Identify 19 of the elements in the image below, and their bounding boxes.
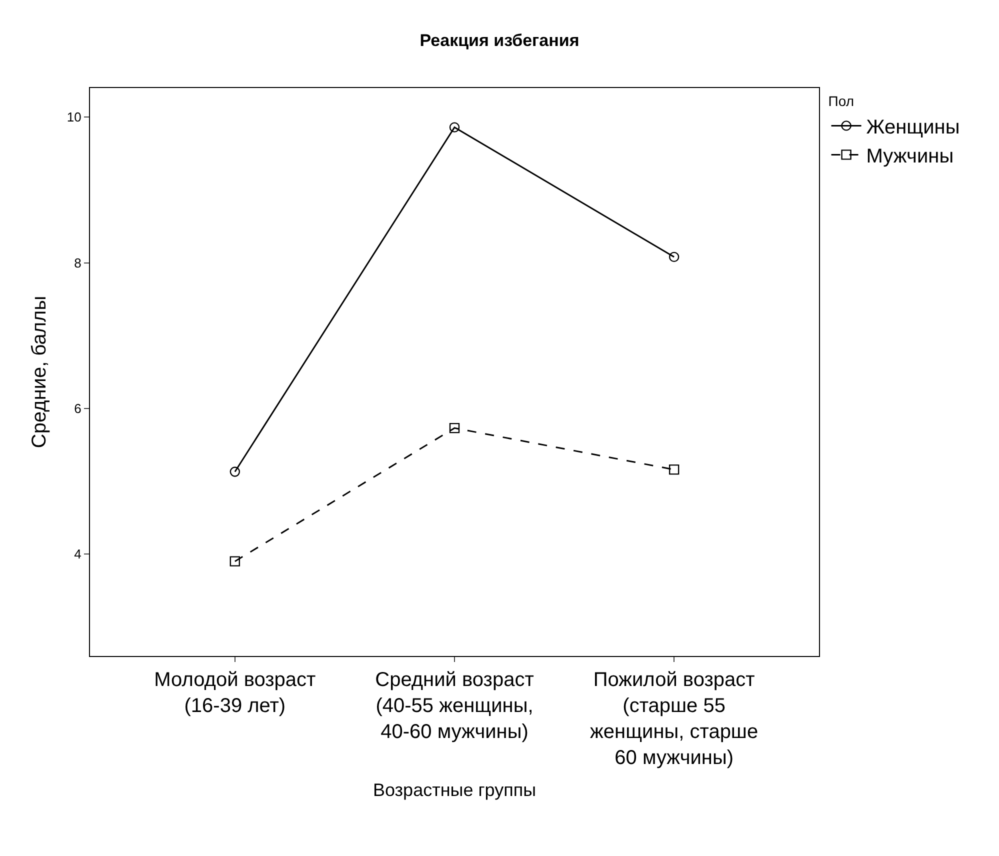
point <box>449 422 460 434</box>
y-tick-label: 10 <box>66 110 82 125</box>
x-tick-label: Молодой возраст (16-39 лет) <box>154 669 316 717</box>
y-tick-label: 6 <box>74 400 82 416</box>
y-tick-label: 8 <box>74 255 82 270</box>
legend-label: Женщины <box>866 116 960 138</box>
y-axis-title: Средние, баллы <box>28 296 50 448</box>
point <box>449 122 460 132</box>
point <box>668 464 680 475</box>
point <box>230 466 240 477</box>
point <box>668 252 680 262</box>
y-tick-label: 4 <box>74 546 82 562</box>
legend-label: Мужчины <box>866 146 954 168</box>
legend-title: Пол <box>828 93 854 110</box>
x-axis-title: Возрастные группы <box>372 780 536 800</box>
x-tick-label: Пожилой возраст (старше 55 женщины, старше 60 мужчины) <box>590 669 758 769</box>
x-tick-label: Средний возраст (40-55 женщины, 40-60 мужчины) <box>375 669 534 743</box>
chart-title: Реакция избегания <box>420 31 580 50</box>
point <box>230 556 240 566</box>
